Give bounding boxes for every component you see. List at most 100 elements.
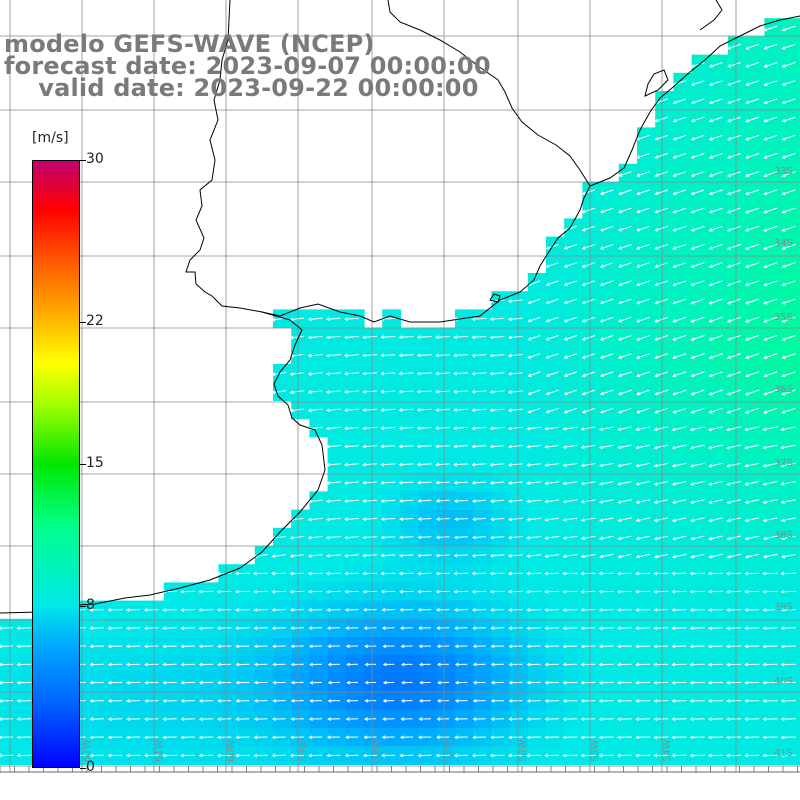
wind-arrow bbox=[690, 389, 705, 396]
wind-arrow bbox=[635, 699, 651, 703]
wind-arrow bbox=[216, 608, 232, 612]
wind-arrow bbox=[307, 571, 323, 576]
latitude-label: 41S bbox=[774, 748, 793, 759]
wind-arrow bbox=[325, 553, 341, 558]
wind-arrow bbox=[671, 608, 687, 612]
wind-arrow bbox=[580, 517, 596, 522]
wind-arrow bbox=[435, 571, 450, 576]
wind-arrow bbox=[689, 608, 705, 612]
wind-arrow bbox=[89, 699, 104, 703]
wind-arrow bbox=[416, 462, 432, 467]
wind-arrow bbox=[180, 735, 195, 740]
wind-arrow bbox=[89, 626, 105, 630]
wind-arrow bbox=[271, 589, 287, 594]
wind-arrow bbox=[563, 389, 577, 396]
wind-arrow bbox=[635, 717, 651, 721]
wind-arrow bbox=[671, 499, 687, 504]
wind-arrow bbox=[380, 462, 396, 467]
wind-arrow bbox=[198, 662, 214, 667]
wind-arrow bbox=[636, 389, 650, 396]
wind-arrow bbox=[598, 444, 614, 450]
wind-arrow bbox=[435, 535, 450, 540]
wind-arrow bbox=[180, 717, 195, 721]
wind-arrow bbox=[671, 589, 687, 594]
wind-arrow bbox=[180, 626, 196, 630]
wind-arrow bbox=[636, 371, 650, 378]
wind-arrow bbox=[343, 462, 359, 467]
wind-arrow bbox=[707, 753, 723, 758]
wind-arrow bbox=[690, 171, 705, 177]
wind-arrow bbox=[617, 462, 632, 468]
wind-arrow bbox=[745, 134, 760, 141]
wind-arrow bbox=[417, 589, 432, 594]
wind-arrow bbox=[581, 244, 596, 250]
wind-arrow bbox=[453, 408, 469, 412]
wind-arrow bbox=[781, 371, 796, 378]
wind-arrow bbox=[781, 243, 796, 250]
wind-arrow bbox=[781, 171, 796, 178]
wind-arrow bbox=[526, 444, 541, 449]
wind-arrow bbox=[617, 481, 632, 486]
wind-arrow bbox=[671, 426, 687, 432]
wind-arrow bbox=[453, 371, 469, 376]
wind-arrow bbox=[726, 280, 742, 287]
wind-arrow bbox=[726, 153, 741, 159]
wind-arrow bbox=[162, 644, 177, 649]
wind-arrow bbox=[362, 571, 378, 576]
wind-arrow bbox=[636, 316, 650, 323]
wind-arrow bbox=[125, 644, 141, 649]
wind-arrow bbox=[672, 407, 687, 414]
wind-arrow bbox=[726, 334, 742, 341]
wind-arrow bbox=[308, 626, 323, 630]
wind-arrow bbox=[780, 462, 796, 468]
wind-arrow bbox=[343, 389, 359, 394]
longitude-label: 54W bbox=[662, 739, 673, 762]
wind-arrow bbox=[689, 644, 705, 649]
wind-arrow bbox=[309, 662, 322, 667]
wind-arrow bbox=[400, 698, 413, 703]
wind-arrow bbox=[744, 225, 760, 232]
wind-arrow bbox=[563, 316, 577, 323]
wind-arrow bbox=[562, 517, 578, 522]
wind-arrow bbox=[362, 553, 378, 558]
wind-arrow bbox=[180, 644, 195, 649]
wind-arrow bbox=[744, 517, 760, 523]
wind-arrow bbox=[763, 134, 778, 141]
wind-arrow bbox=[726, 444, 742, 450]
wind-arrow bbox=[343, 444, 359, 449]
title-valid-date: valid date: 2023-09-22 00:00:00 bbox=[4, 74, 479, 102]
wind-arrow bbox=[762, 571, 778, 576]
wind-arrow bbox=[726, 189, 741, 196]
wind-arrow bbox=[489, 571, 505, 576]
wind-arrow bbox=[253, 717, 268, 721]
wind-arrow bbox=[781, 43, 796, 50]
wind-arrow bbox=[636, 280, 650, 287]
wind-arrow bbox=[417, 480, 432, 485]
wind-arrow bbox=[780, 699, 796, 703]
wind-arrow bbox=[489, 753, 505, 758]
wind-arrow bbox=[725, 571, 742, 576]
wind-arrow bbox=[654, 262, 669, 268]
wind-arrow bbox=[289, 408, 305, 413]
wind-arrow bbox=[472, 735, 487, 740]
wind-arrow bbox=[419, 680, 431, 685]
wind-arrow bbox=[781, 25, 796, 32]
wind-arrow bbox=[744, 444, 760, 450]
wind-arrow bbox=[418, 717, 432, 721]
wind-arrow bbox=[417, 535, 432, 540]
wind-arrow bbox=[544, 571, 560, 576]
wind-arrow bbox=[507, 408, 523, 413]
wind-arrow bbox=[272, 680, 286, 685]
wind-arrow bbox=[671, 699, 687, 703]
wind-arrow bbox=[144, 717, 159, 721]
wind-arrow bbox=[653, 717, 669, 721]
longitude-label: 56W bbox=[518, 739, 529, 762]
wind-arrow bbox=[599, 407, 614, 414]
wind-arrow bbox=[581, 189, 596, 196]
wind-arrow bbox=[599, 335, 614, 341]
wind-arrow bbox=[544, 589, 560, 594]
wind-arrow bbox=[0, 644, 14, 649]
wind-arrow bbox=[744, 735, 760, 740]
wind-arrow bbox=[382, 698, 395, 703]
wind-arrow bbox=[400, 717, 413, 721]
